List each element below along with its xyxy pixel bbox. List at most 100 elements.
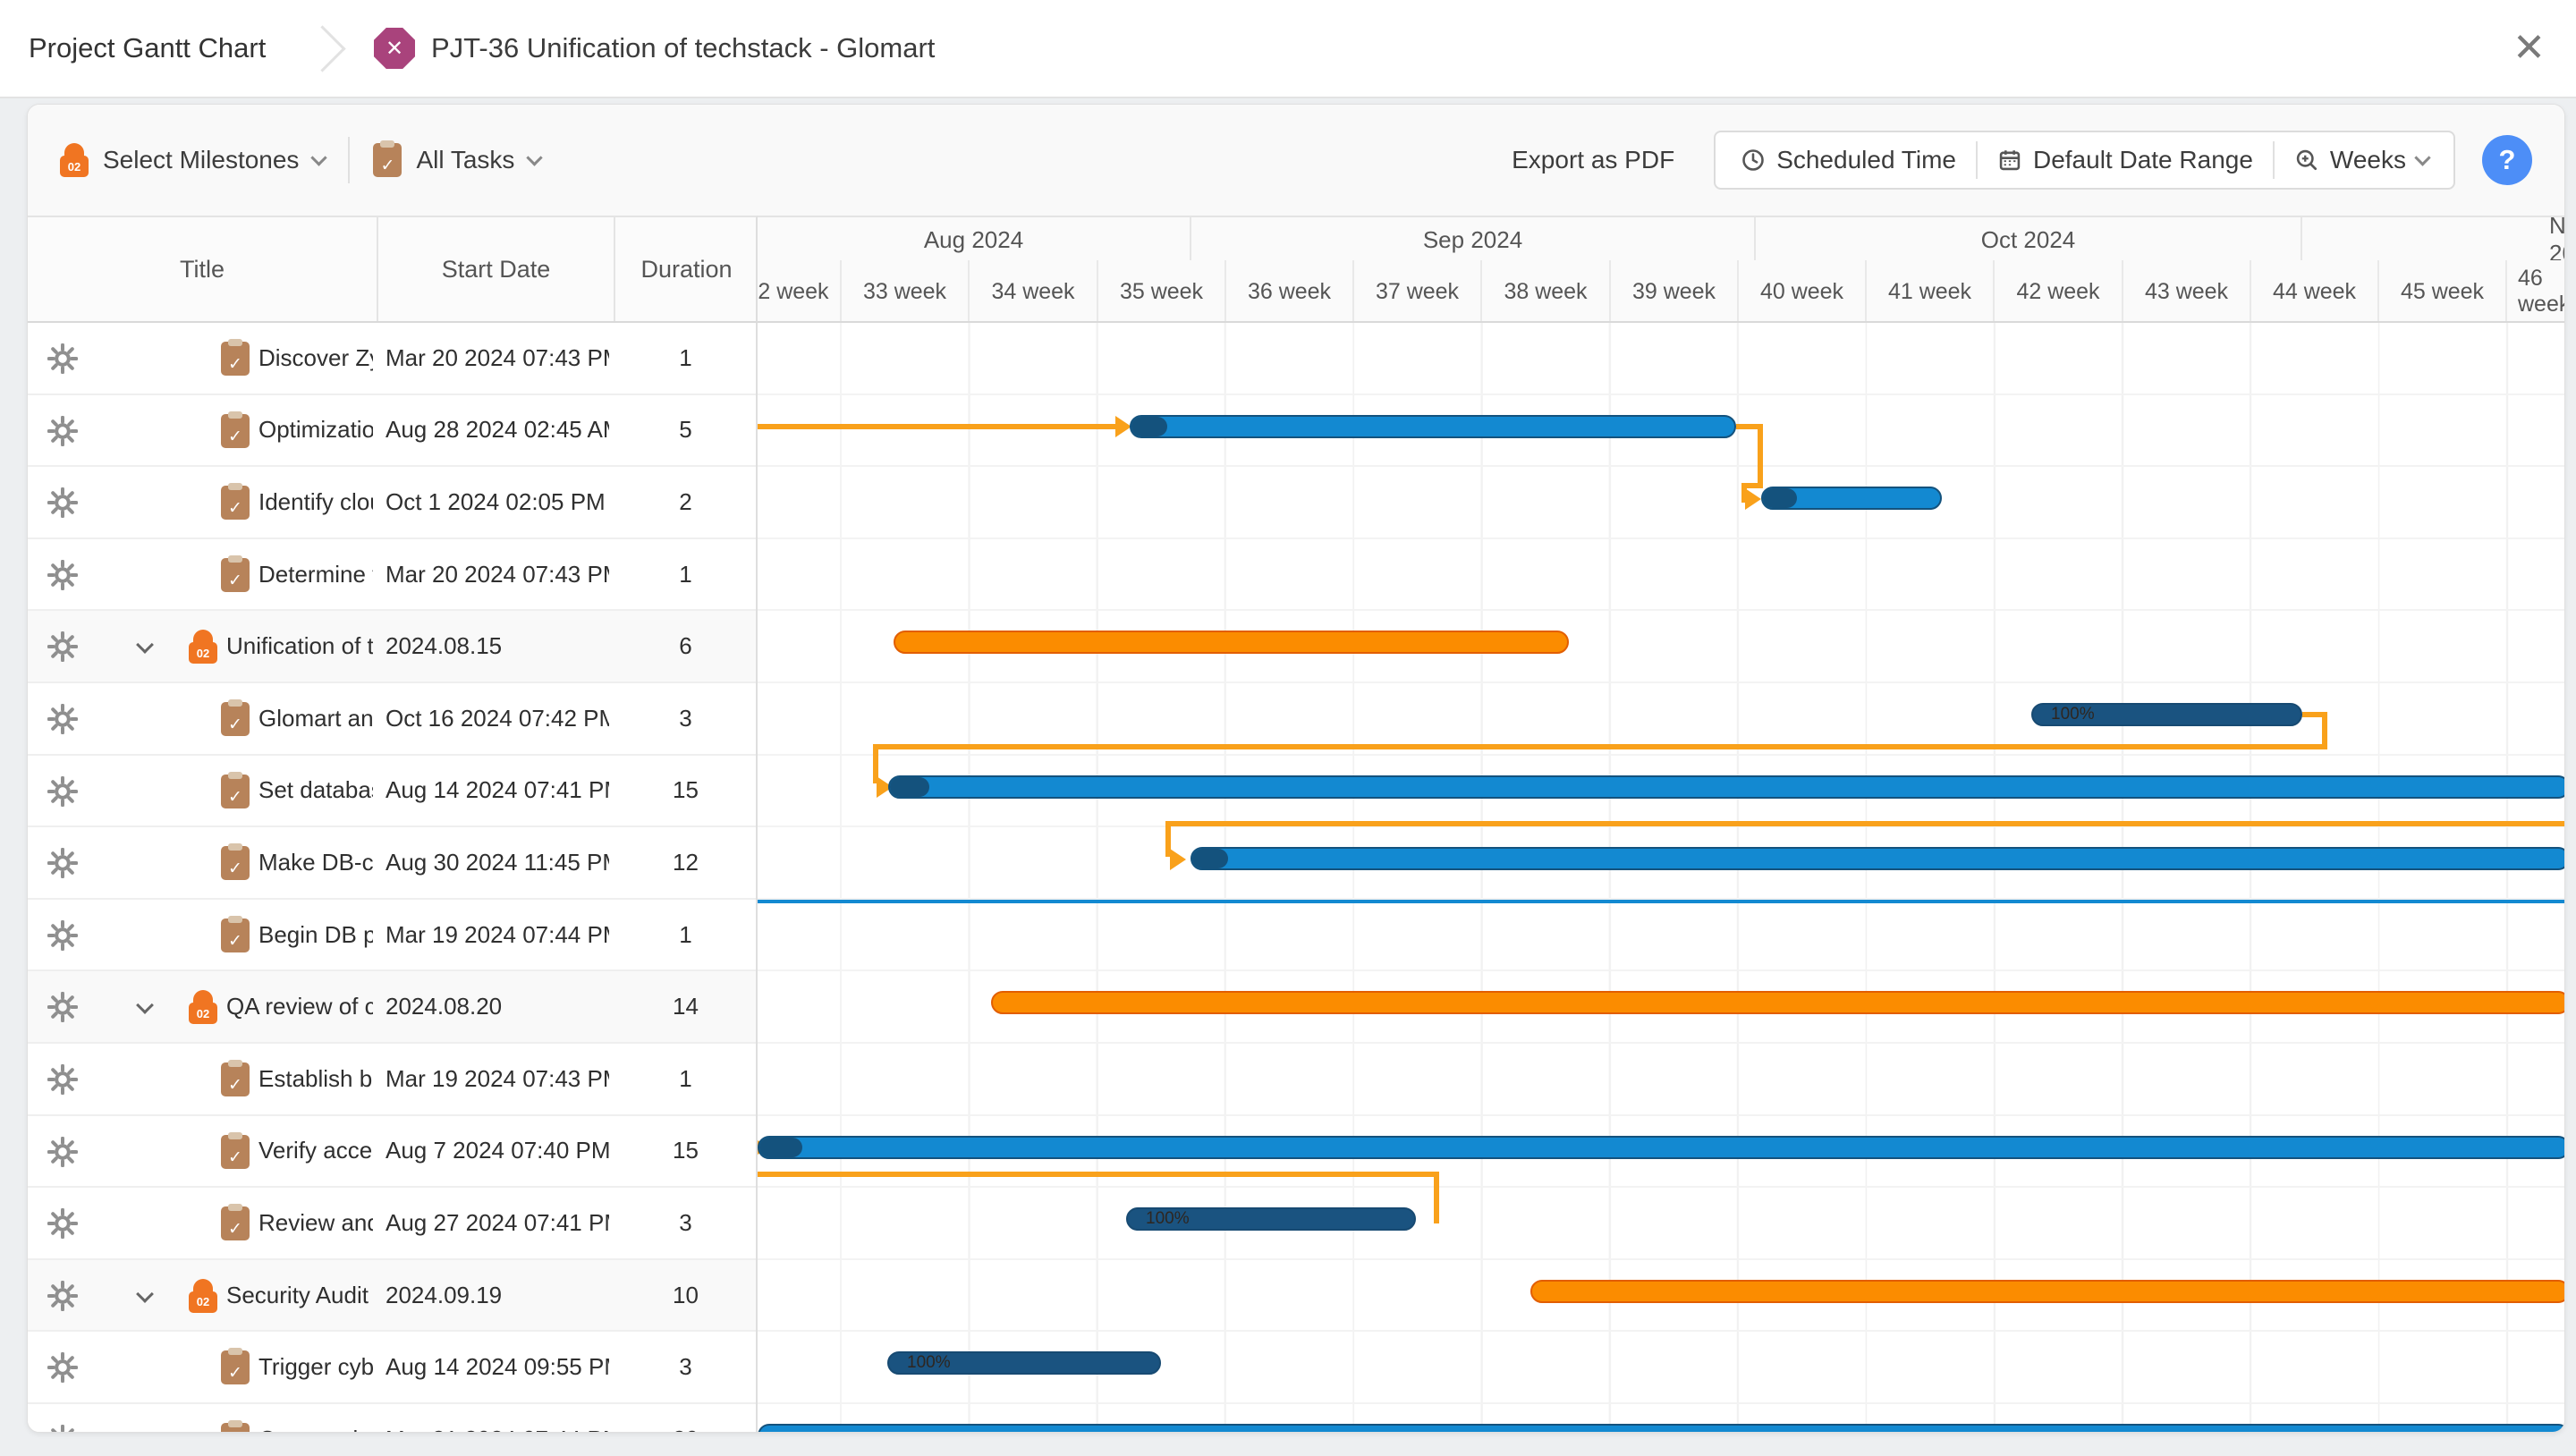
timeline-week-label: 42 week (1995, 260, 2123, 321)
gantt-task-bar[interactable] (888, 775, 2564, 799)
chevron-down-icon (2414, 148, 2431, 166)
progress-cap (759, 1137, 802, 1157)
help-button[interactable]: ? (2482, 135, 2532, 185)
timeline-week-label: 34 week (970, 260, 1098, 321)
table-row[interactable]: Establish bas Mar 19 2024 07:43 PM 1 (28, 1044, 756, 1116)
milestone-bar[interactable] (1530, 1279, 2564, 1303)
table-row[interactable]: Discover Zylk Mar 20 2024 07:43 PM 1 (28, 323, 756, 395)
export-as-pdf-button[interactable]: Export as PDF (1512, 146, 1675, 174)
scheduled-time-button[interactable]: Scheduled Time (1721, 141, 1976, 179)
tab-project-gantt-chart[interactable]: Project Gantt Chart (0, 0, 309, 97)
table-row[interactable]: Trigger cybers Aug 14 2024 09:55 PM 3 (28, 1332, 756, 1404)
table-row[interactable]: Determine the Mar 20 2024 07:43 PM 1 (28, 539, 756, 612)
gear-icon[interactable] (47, 487, 79, 519)
table-row[interactable]: Optimization p Aug 28 2024 02:45 AM 5 (28, 395, 756, 468)
task-title: Glomart and Z (258, 704, 373, 732)
table-row[interactable]: Begin DB pre Mar 19 2024 07:44 PM 1 (28, 900, 756, 972)
scheduled-time-label: Scheduled Time (1776, 146, 1956, 174)
task-start-date: Aug 27 2024 07:41 PM (386, 1208, 609, 1236)
dependency-connector (873, 744, 2327, 749)
zoom-icon (2294, 148, 2319, 173)
gantt-row (758, 467, 2564, 539)
gear-icon[interactable] (47, 1280, 79, 1312)
gear-icon[interactable] (47, 1207, 79, 1240)
gear-icon[interactable] (47, 775, 79, 807)
milestone-bar[interactable] (991, 991, 2564, 1015)
select-milestones-dropdown[interactable]: 02 Select Milestones (60, 143, 328, 177)
table-row[interactable]: Communicate Mar 21 2024 07:44 PM 20 (28, 1404, 756, 1432)
table-row[interactable]: 02 QA review of clo 2024.08.20 14 (28, 971, 756, 1044)
zoom-level-dropdown[interactable]: Weeks (2272, 141, 2448, 179)
table-row[interactable]: Identify cloud Oct 1 2024 02:05 PM 2 (28, 467, 756, 539)
task-icon (221, 843, 250, 881)
progress-cap (1131, 416, 1167, 436)
expand-chevron-icon[interactable] (136, 1284, 154, 1303)
task-duration: 3 (679, 1208, 692, 1236)
gear-icon[interactable] (47, 1063, 79, 1096)
task-icon (221, 915, 250, 952)
gear-icon[interactable] (47, 1424, 78, 1432)
table-row[interactable]: Glomart and Z Oct 16 2024 07:42 PM 3 (28, 683, 756, 756)
gantt-task-bar[interactable] (758, 1424, 2564, 1432)
close-icon[interactable]: ✕ (2512, 26, 2546, 70)
task-title: Communicate (258, 1426, 373, 1432)
gantt-task-bar[interactable]: 100% (1126, 1207, 1416, 1232)
gear-icon[interactable] (47, 559, 79, 591)
timeline-month-label: Sep 2024 (1191, 217, 1756, 260)
timeline-week-label: 44 week (2251, 260, 2379, 321)
expand-chevron-icon[interactable] (136, 636, 154, 655)
task-title: Make DB-con (258, 848, 373, 876)
gear-icon[interactable] (47, 703, 79, 735)
all-tasks-dropdown[interactable]: All Tasks (373, 140, 544, 177)
column-header-title[interactable]: Title (179, 255, 225, 283)
progress-label: 100% (2051, 705, 2095, 724)
calendar-icon (1997, 148, 2022, 173)
gear-icon[interactable] (47, 343, 79, 375)
timeline-week-label: 40 week (1739, 260, 1867, 321)
timeline-week-label: 35 week (1098, 260, 1226, 321)
gantt-task-bar[interactable] (1761, 487, 1942, 511)
task-duration: 14 (673, 993, 699, 1020)
gear-icon[interactable] (47, 1352, 79, 1384)
task-title: Begin DB pre (258, 920, 373, 948)
dependency-connector (1165, 821, 2564, 826)
divider (348, 137, 351, 183)
dependency-arrow-icon (1170, 849, 1186, 870)
table-row[interactable]: Verify access Aug 7 2024 07:40 PM 15 (28, 1116, 756, 1189)
gantt-task-bar[interactable]: 100% (887, 1351, 1161, 1376)
column-header-start-date[interactable]: Start Date (377, 217, 614, 321)
breadcrumb: ✕ PJT-36 Unification of techstack - Glom… (374, 0, 935, 97)
expand-chevron-icon[interactable] (136, 996, 154, 1015)
table-row[interactable]: Review and c Aug 27 2024 07:41 PM 3 (28, 1188, 756, 1260)
gear-icon[interactable] (47, 631, 79, 663)
gantt-row (758, 1116, 2564, 1189)
table-row[interactable]: Make DB-con Aug 30 2024 11:45 PM 12 (28, 827, 756, 900)
gantt-row (758, 395, 2564, 468)
task-duration: 1 (679, 920, 692, 948)
gantt-task-bar[interactable] (1191, 847, 2564, 871)
task-duration: 5 (679, 416, 692, 444)
gantt-task-bar[interactable] (1130, 414, 1736, 438)
task-title: Review and c (258, 1208, 373, 1236)
task-icon (221, 698, 250, 736)
task-duration: 15 (673, 1137, 699, 1164)
table-row[interactable]: 02 Security Audit ar 2024.09.19 10 (28, 1259, 756, 1333)
gantt-task-bar[interactable] (758, 1135, 2564, 1159)
milestone-icon: 02 (189, 630, 217, 665)
gear-icon[interactable] (47, 415, 79, 446)
gear-icon[interactable] (47, 992, 79, 1023)
column-header-duration[interactable]: Duration (614, 217, 758, 321)
milestone-bar[interactable] (894, 631, 1569, 655)
gantt-task-bar[interactable]: 100% (2031, 703, 2302, 726)
timeline-week-label: 37 week (1354, 260, 1482, 321)
default-date-range-button[interactable]: Default Date Range (1975, 141, 2273, 179)
gear-icon[interactable] (47, 919, 79, 952)
table-row[interactable]: 02 Unification of the 2024.08.15 6 (28, 611, 756, 683)
dependency-connector (1434, 1172, 1439, 1223)
gantt-row (758, 971, 2564, 1044)
dependency-arrow-icon (1115, 416, 1131, 437)
gear-icon[interactable] (47, 1136, 79, 1167)
table-row[interactable]: Set databases Aug 14 2024 07:41 PM 15 (28, 756, 756, 828)
gantt-row (758, 1044, 2564, 1116)
gear-icon[interactable] (47, 847, 79, 879)
